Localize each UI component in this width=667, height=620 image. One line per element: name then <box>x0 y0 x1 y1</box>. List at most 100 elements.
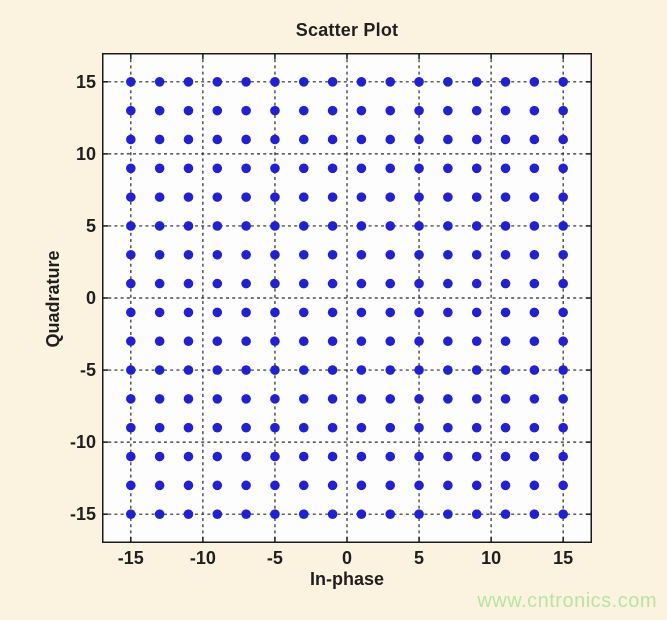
data-point <box>471 105 482 116</box>
data-point <box>270 480 280 491</box>
data-point <box>558 105 568 116</box>
data-point <box>443 163 453 174</box>
data-point <box>471 192 482 202</box>
y-tick-label: 10 <box>75 143 96 164</box>
data-point <box>327 221 338 231</box>
data-point <box>529 163 540 174</box>
data-point <box>558 365 568 375</box>
data-point <box>154 134 165 145</box>
data-point <box>270 394 280 404</box>
data-point <box>212 365 223 375</box>
data-point <box>212 192 223 202</box>
data-point <box>327 365 338 375</box>
data-point <box>385 509 396 519</box>
data-point <box>327 307 338 318</box>
data-point <box>154 451 165 462</box>
data-point <box>183 365 194 375</box>
data-point <box>385 394 396 404</box>
data-point <box>443 336 453 347</box>
data-point <box>443 249 453 260</box>
data-point <box>298 77 309 87</box>
data-point <box>414 451 424 462</box>
data-point <box>126 365 136 375</box>
data-point <box>270 278 280 289</box>
data-point <box>183 307 194 318</box>
data-point <box>212 451 223 462</box>
data-point <box>327 249 338 260</box>
data-point <box>126 394 136 404</box>
data-point <box>356 422 367 433</box>
data-point <box>471 365 482 375</box>
data-point <box>183 278 194 289</box>
data-point <box>126 451 136 462</box>
data-point <box>212 422 223 433</box>
data-point <box>529 509 540 519</box>
data-point <box>414 278 424 289</box>
data-point <box>270 422 280 433</box>
data-point <box>327 192 338 202</box>
data-point <box>327 163 338 174</box>
data-point <box>414 307 424 318</box>
x-tick-label: 5 <box>414 548 425 568</box>
data-point <box>154 192 165 202</box>
data-point <box>327 105 338 116</box>
data-point <box>558 77 568 87</box>
data-point <box>270 105 280 116</box>
plot-frame <box>102 53 592 543</box>
data-point <box>126 278 136 289</box>
x-axis-label: In-phase <box>309 569 384 589</box>
data-point <box>414 249 424 260</box>
data-point <box>356 249 367 260</box>
data-point <box>558 451 568 462</box>
data-point <box>471 336 482 347</box>
data-point <box>385 134 396 145</box>
data-point <box>443 221 453 231</box>
data-point <box>356 221 367 231</box>
data-point <box>385 221 396 231</box>
data-point <box>356 451 367 462</box>
data-point <box>356 192 367 202</box>
data-point <box>443 192 453 202</box>
data-point <box>183 192 194 202</box>
data-point <box>471 509 482 519</box>
watermark-text: www.cntronics.com <box>477 590 657 612</box>
data-point <box>443 365 453 375</box>
data-point <box>154 105 165 116</box>
data-point <box>356 480 367 491</box>
data-point <box>385 192 396 202</box>
data-point <box>154 249 165 260</box>
data-point <box>558 163 568 174</box>
data-point <box>212 480 223 491</box>
data-point <box>327 278 338 289</box>
data-point <box>500 163 511 174</box>
data-point <box>154 77 165 87</box>
data-point <box>385 422 396 433</box>
data-point <box>443 509 453 519</box>
data-point <box>471 307 482 318</box>
data-point <box>154 278 165 289</box>
y-tick-label: -10 <box>69 432 96 453</box>
data-point <box>270 365 280 375</box>
data-point <box>471 451 482 462</box>
data-point <box>471 480 482 491</box>
data-point <box>298 163 309 174</box>
data-point <box>385 278 396 289</box>
data-point <box>414 422 424 433</box>
data-point <box>154 480 165 491</box>
data-point <box>500 336 511 347</box>
data-point <box>126 336 136 347</box>
data-point <box>385 249 396 260</box>
data-point <box>500 249 511 260</box>
data-point <box>298 307 309 318</box>
data-point <box>500 77 511 87</box>
data-point <box>385 451 396 462</box>
data-point <box>529 105 540 116</box>
data-point <box>327 77 338 87</box>
data-point <box>270 336 280 347</box>
data-point <box>327 451 338 462</box>
data-point <box>356 77 367 87</box>
data-point <box>183 422 194 433</box>
data-point <box>471 394 482 404</box>
x-tick-label: 15 <box>553 548 574 568</box>
data-point <box>414 105 424 116</box>
